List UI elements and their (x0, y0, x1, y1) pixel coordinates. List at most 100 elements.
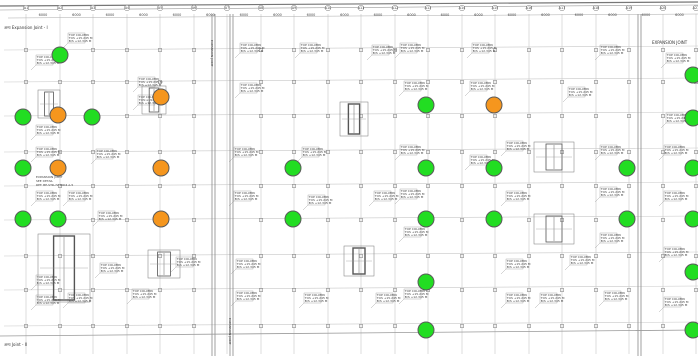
callout-text: TOS +15.245 M (600, 148, 625, 152)
column-square (527, 114, 531, 118)
status-marker-ok[interactable] (684, 263, 698, 281)
status-marker-ok[interactable] (284, 210, 302, 228)
status-marker-ok[interactable] (14, 108, 32, 126)
callout-text: TOS +15.245 M (470, 158, 495, 162)
callout-text: TOP COLUMN (400, 43, 421, 47)
column-square (594, 114, 598, 118)
callout-text: TOP COLUMN (604, 291, 625, 295)
callout-text: TOP COLUMN (506, 141, 527, 145)
column-square (58, 288, 62, 292)
callout-text: TOP COLUMN (664, 297, 685, 301)
callout-text: B/S +12.345 M (37, 131, 60, 135)
column-square (560, 114, 564, 118)
status-marker-ok[interactable] (14, 159, 32, 177)
callout-text: B/S +12.345 M (541, 299, 564, 303)
column-square (460, 288, 464, 292)
status-marker-ok[interactable] (485, 159, 503, 177)
callout-text: TOS +15.245 M (568, 90, 593, 94)
callout-text: B/S +12.345 M (37, 61, 60, 65)
column-square (594, 184, 598, 188)
callout-text: TOS +15.245 M (404, 230, 429, 234)
column-square (91, 48, 95, 52)
callout-text: TOP COLUMN (68, 33, 89, 37)
status-marker-ok[interactable] (417, 96, 435, 114)
callout-text: TOS +15.245 M (138, 80, 163, 84)
dimension-value: 6000 (72, 13, 81, 17)
status-marker-warning[interactable] (49, 159, 67, 177)
callout-text: B/S +12.345 M (235, 197, 258, 201)
callout-text: B/S +12.345 M (99, 217, 122, 221)
status-marker-ok[interactable] (284, 159, 302, 177)
column-square (125, 184, 129, 188)
column-square (627, 288, 631, 292)
column-square (493, 184, 497, 188)
status-marker-ok[interactable] (83, 108, 101, 126)
status-marker-ok[interactable] (684, 66, 698, 84)
column-square (158, 150, 162, 154)
status-marker-ok[interactable] (684, 159, 698, 177)
callout-text: B/S +12.345 M (665, 303, 688, 307)
column-square (326, 288, 330, 292)
callout-text: B/S +12.345 M (69, 299, 92, 303)
callout-text: B/S +12.345 M (667, 59, 690, 63)
status-marker-ok[interactable] (618, 210, 636, 228)
status-marker-ok[interactable] (417, 321, 435, 339)
callout-text: TOP COLUMN (138, 95, 159, 99)
status-marker-ok[interactable] (51, 46, 69, 64)
callout-text: TOS +15.245 M (234, 194, 259, 198)
column-square (527, 48, 531, 52)
callout-text: TOP COLUMN (308, 195, 329, 199)
grid-bubble-label: A15 (492, 6, 499, 10)
callout-text: TOS +15.245 M (234, 150, 259, 154)
status-marker-warning[interactable] (485, 96, 503, 114)
callout-text: B/S +12.345 M (97, 155, 120, 159)
status-marker-warning[interactable] (152, 159, 170, 177)
status-marker-ok[interactable] (485, 210, 503, 228)
column-square (627, 184, 631, 188)
grid-row-line (3, 215, 698, 221)
status-marker-ok[interactable] (14, 210, 32, 228)
grid-bubble-label: A8 (259, 6, 263, 10)
callout-text: TOP COLUMN (506, 293, 527, 297)
status-marker-ok[interactable] (417, 273, 435, 291)
grid-bubble (257, 4, 265, 12)
dimension-value: 6000 (139, 13, 148, 17)
column-square (259, 114, 263, 118)
column-square (125, 48, 129, 52)
grid-bubble (692, 4, 698, 12)
column-square (661, 80, 665, 84)
status-marker-ok[interactable] (684, 321, 698, 339)
callout-text: B/S +12.345 M (69, 39, 92, 43)
status-marker-ok[interactable] (684, 210, 698, 228)
status-marker-ok[interactable] (417, 210, 435, 228)
top-boundary-line (0, 1, 698, 7)
expansion-note-line-1: EXPANSION JOINT (36, 175, 63, 179)
column-square (359, 184, 363, 188)
status-marker-warning[interactable] (152, 210, 170, 228)
status-marker-ok[interactable] (417, 159, 435, 177)
status-marker-ok[interactable] (49, 210, 67, 228)
column-square (292, 80, 296, 84)
column-square (426, 48, 430, 52)
callout-text: TOS +15.245 M (604, 294, 629, 298)
status-marker-ok[interactable] (618, 159, 636, 177)
status-marker-warning[interactable] (152, 88, 170, 106)
callout-text: B/S +12.345 M (309, 201, 332, 205)
status-marker-ok[interactable] (684, 109, 698, 127)
callout-text: TOP COLUMN (302, 147, 323, 151)
dimension-value: 6000 (340, 13, 349, 17)
column-square (326, 150, 330, 154)
status-marker-warning[interactable] (49, 106, 67, 124)
column-square (125, 324, 129, 328)
